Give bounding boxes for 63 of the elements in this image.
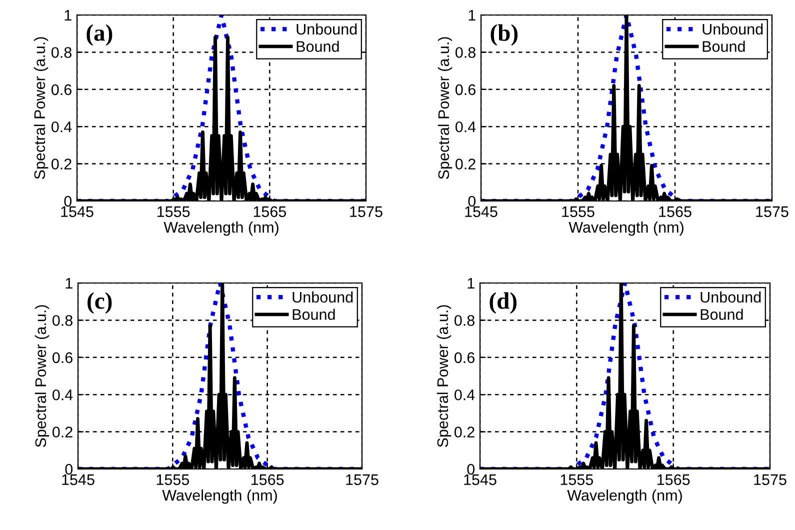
y-tick-label: 0.2 (52, 426, 72, 438)
x-tick-label: 1575 (350, 206, 382, 218)
y-tick-label: 0.6 (52, 84, 72, 96)
x-tick-label: 1555 (562, 206, 594, 218)
x-tick-label: 1555 (158, 206, 190, 218)
x-tick-label: 1565 (659, 206, 692, 218)
x-tick-label: 1555 (156, 474, 190, 486)
legend-label: Bound (292, 308, 335, 320)
y-tick-label: 1 (468, 10, 476, 21)
y-tick-label: 0.4 (454, 389, 475, 400)
x-tick-label: 1565 (252, 474, 284, 486)
x-axis-title: Wavelength (nm) (164, 221, 278, 236)
y-tick-label: 0.2 (456, 158, 476, 170)
annotation: (d) (490, 292, 517, 314)
x-axis-title: Wavelength (nm) (162, 489, 277, 504)
x-axis-title: Wavelength (nm) (568, 221, 684, 236)
y-tick-label: 0 (468, 196, 476, 207)
y-tick-label: 0 (64, 196, 72, 207)
y-tick-label: 0.2 (454, 426, 474, 438)
legend-label: Bound (296, 40, 339, 52)
legend-label: Bound (700, 308, 743, 320)
y-axis-title: Spectral Power (a.u.) (438, 37, 452, 180)
annotation: (b) (490, 24, 518, 46)
x-tick-label: 1545 (464, 474, 496, 486)
y-tick-label: 0.6 (52, 352, 72, 364)
x-tick-label: 1575 (754, 474, 786, 486)
line-series (481, 15, 772, 201)
legend-label: Unbound (702, 23, 763, 35)
x-tick-label: 1545 (62, 474, 94, 486)
y-tick-label: 0.6 (456, 84, 476, 96)
y-tick-label: 0.4 (52, 389, 73, 400)
legend-label: Unbound (296, 23, 357, 35)
y-tick-label: 0.6 (454, 352, 474, 364)
x-tick-label: 1575 (756, 206, 788, 218)
x-tick-label: 1555 (560, 474, 594, 486)
y-tick-label: 0.4 (456, 121, 476, 132)
y-tick-label: 0.8 (456, 47, 476, 58)
x-tick-label: 1575 (346, 474, 378, 486)
y-axis-title: Spectral Power (a.u.) (436, 305, 452, 448)
x-axis-title: Wavelength (nm) (567, 489, 682, 504)
y-tick-label: 0 (65, 464, 73, 475)
x-tick-label: 1545 (465, 206, 498, 218)
y-axis-title: Spectral Power (a.u.) (34, 305, 50, 448)
y-tick-label: 0 (467, 464, 475, 475)
x-tick-label: 1565 (254, 206, 286, 218)
y-tick-label: 1 (64, 10, 72, 21)
annotation: (a) (86, 24, 112, 46)
x-tick-label: 1565 (658, 474, 690, 486)
y-tick-label: 0.2 (52, 158, 72, 170)
y-tick-label: 1 (66, 278, 72, 289)
y-tick-label: 0.4 (52, 121, 72, 132)
y-tick-label: 0.8 (52, 315, 72, 326)
x-tick-label: 1545 (61, 206, 94, 218)
y-tick-label: 0.8 (52, 47, 72, 58)
y-axis-title: Spectral Power (a.u.) (34, 37, 48, 180)
line-series (78, 283, 362, 469)
legend-label: Bound (702, 40, 745, 52)
y-tick-label: 1 (468, 278, 474, 289)
legend-label: Unbound (700, 291, 761, 303)
legend-label: Unbound (292, 291, 353, 303)
y-tick-label: 0.8 (454, 315, 474, 326)
line-series (480, 283, 770, 469)
annotation: (c) (88, 292, 112, 314)
